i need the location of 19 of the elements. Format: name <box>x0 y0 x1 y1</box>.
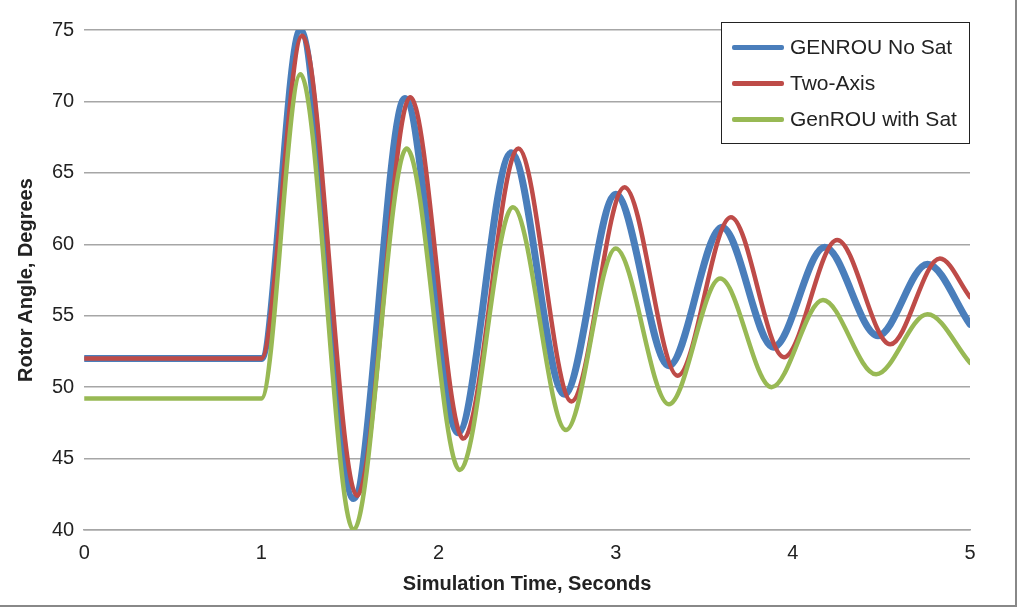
x-axis-title: Simulation Time, Seconds <box>402 571 652 594</box>
x-tick-label: 5 <box>964 540 976 563</box>
y-tick-label: 75 <box>52 17 75 40</box>
legend-label: GENROU No Sat <box>790 35 953 59</box>
y-tick-label: 60 <box>52 231 75 254</box>
y-tick-label: 50 <box>52 374 75 397</box>
y-tick-label: 55 <box>52 303 75 326</box>
y-tick-label: 65 <box>52 160 75 183</box>
x-tick-label: 1 <box>255 540 267 563</box>
x-tick-label: 0 <box>78 540 90 563</box>
legend-label: GenROU with Sat <box>790 107 957 131</box>
x-tick-label: 4 <box>787 540 799 563</box>
legend-label: Two-Axis <box>790 71 876 95</box>
x-tick-label: 2 <box>432 540 445 563</box>
y-tick-label: 40 <box>52 517 75 540</box>
y-axis-title: Rotor Angle, Degrees <box>13 178 36 382</box>
y-tick-label: 45 <box>52 446 75 469</box>
y-tick-label: 70 <box>52 88 75 111</box>
x-tick-label: 3 <box>610 540 622 563</box>
